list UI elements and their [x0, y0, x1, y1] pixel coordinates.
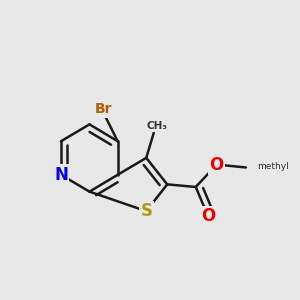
Text: Br: Br: [94, 102, 112, 116]
Text: CH₃: CH₃: [146, 122, 167, 131]
Text: methyl: methyl: [257, 162, 289, 171]
Text: S: S: [140, 202, 152, 220]
Text: O: O: [201, 207, 215, 225]
Text: N: N: [54, 166, 68, 184]
Text: O: O: [210, 156, 224, 174]
